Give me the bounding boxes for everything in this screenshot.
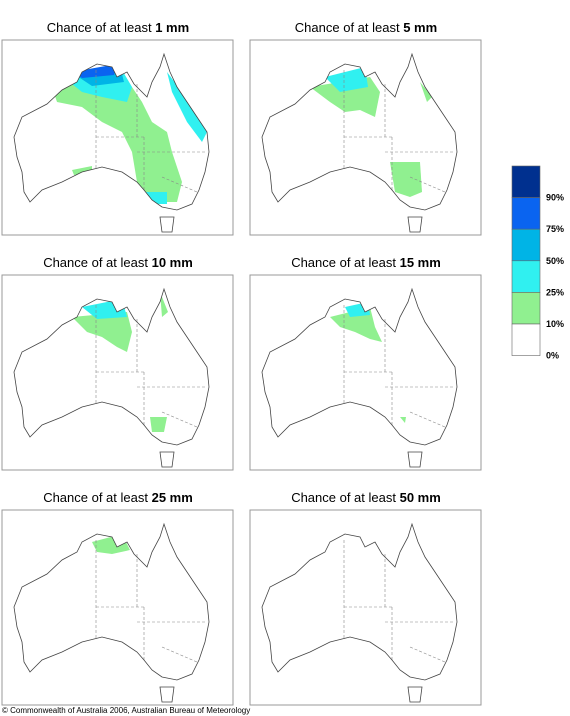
legend-label: 25% [546, 287, 564, 297]
rain-area [325, 67, 368, 92]
map-frame [249, 509, 482, 706]
map [261, 53, 458, 233]
panel-title: Chance of at least 5 mm [295, 20, 437, 35]
title-amount: 25 mm [152, 490, 193, 505]
footer: © Commonwealth of Australia 2006, Austra… [2, 706, 250, 715]
legend-label: 75% [546, 224, 564, 234]
title-amount: 15 mm [400, 255, 441, 270]
panel-title: Chance of at least 15 mm [291, 255, 441, 270]
rain-area [150, 417, 167, 432]
rain-area [167, 72, 207, 142]
rain-area [52, 77, 182, 202]
legend-swatch [511, 292, 541, 325]
title-amount: 10 mm [152, 255, 193, 270]
title-prefix: Chance of at least [43, 490, 148, 505]
map-frame [1, 39, 234, 236]
panel-title: Chance of at least 50 mm [291, 490, 441, 505]
panel-title: Chance of at least 10 mm [43, 255, 193, 270]
state-borders [343, 540, 453, 663]
legend-swatch [511, 323, 541, 356]
rain-area [72, 312, 132, 352]
legend-label: 50% [546, 256, 564, 266]
legend-label: 90% [546, 193, 564, 203]
legend-swatch [511, 260, 541, 293]
legend-swatch [511, 197, 541, 230]
title-amount: 5 mm [403, 20, 437, 35]
map [13, 53, 210, 233]
rain-areas [52, 64, 207, 204]
rain-area [400, 417, 406, 423]
rain-area [72, 64, 117, 78]
map-frame [249, 274, 482, 471]
state-borders [95, 540, 205, 663]
rain-area [160, 292, 168, 317]
map-frame [249, 39, 482, 236]
title-prefix: Chance of at least [47, 20, 152, 35]
title-amount: 1 mm [155, 20, 189, 35]
legend-label: 0% [546, 351, 559, 361]
state-borders [95, 305, 205, 428]
rain-areas [310, 67, 432, 197]
title-prefix: Chance of at least [43, 255, 148, 270]
state-borders [343, 305, 453, 428]
rain-area [420, 82, 432, 102]
legend-swatch [511, 228, 541, 262]
title-prefix: Chance of at least [295, 20, 400, 35]
legend-swatch [511, 165, 541, 198]
rain-area [390, 162, 422, 197]
title-prefix: Chance of at least [291, 490, 396, 505]
map-frame [1, 509, 234, 706]
title-prefix: Chance of at least [291, 255, 396, 270]
panel-title: Chance of at least 25 mm [43, 490, 193, 505]
rain-area [330, 307, 382, 342]
legend-label: 10% [546, 319, 564, 329]
map-frame [1, 274, 234, 471]
state-borders [95, 70, 205, 193]
state-borders [343, 70, 453, 193]
panel-title: Chance of at least 1 mm [47, 20, 189, 35]
title-amount: 50 mm [400, 490, 441, 505]
